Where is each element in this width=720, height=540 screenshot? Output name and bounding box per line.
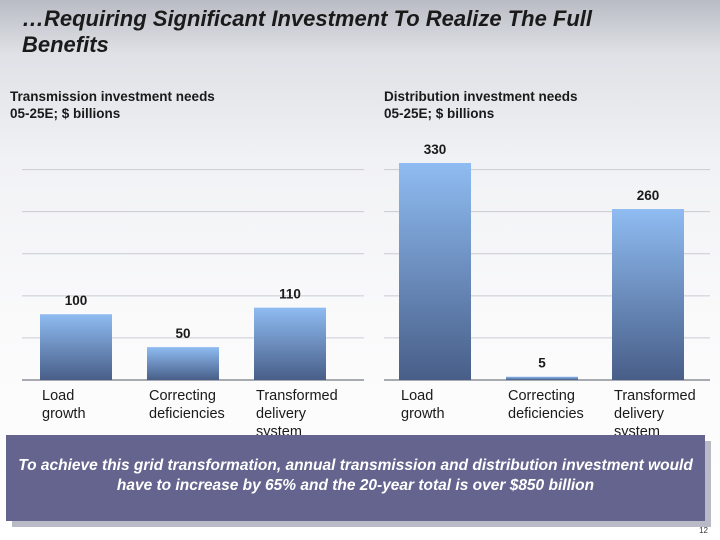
distribution-category-label-line: deficiencies <box>508 406 584 422</box>
transmission-category-label-line: delivery <box>256 406 307 422</box>
distribution-bar <box>506 376 578 380</box>
distribution-bar <box>612 209 684 380</box>
transmission-value-label: 100 <box>65 293 88 308</box>
distribution-category-label-line: Correcting <box>508 388 575 404</box>
transmission-category-label-line: growth <box>42 406 86 422</box>
transmission-value-label: 110 <box>279 287 301 302</box>
distribution-bar <box>399 163 471 380</box>
page-number: 12 <box>699 526 708 535</box>
distribution-category-label: Transformed delivery system <box>614 388 696 440</box>
transmission-category-label-line: Transformed <box>256 388 338 404</box>
transmission-bar <box>147 347 219 380</box>
transmission-category-label: Transformed delivery system <box>256 388 338 440</box>
transmission-category-label: Correcting deficiencies <box>149 388 225 422</box>
transmission-category-label-line: Correcting <box>149 388 216 404</box>
distribution-category-label: Correcting deficiencies <box>508 388 584 422</box>
distribution-category-label-line: growth <box>401 406 445 422</box>
distribution-category-label-line: delivery <box>614 406 665 422</box>
distribution-category-label-line: Load <box>401 388 433 404</box>
transmission-category-label-line: Load <box>42 388 74 404</box>
slide-title: …Requiring Significant Investment To Rea… <box>22 6 593 57</box>
distribution-value-label: 260 <box>637 188 660 203</box>
distribution-value-label: 5 <box>538 356 546 371</box>
distribution-value-label: 330 <box>424 142 447 157</box>
summary-banner: To achieve this grid transformation, ann… <box>6 435 705 521</box>
distribution-category-label-line: Transformed <box>614 388 696 404</box>
transmission-category-label: Load growth <box>42 388 86 422</box>
transmission-category-label-line: deficiencies <box>149 406 225 422</box>
transmission-chart-title: Transmission investment needs 05-25E; $ … <box>10 89 215 121</box>
distribution-category-label: Load growth <box>401 388 445 422</box>
transmission-value-label: 50 <box>175 326 190 341</box>
transmission-bar <box>254 307 326 380</box>
distribution-chart-title: Distribution investment needs 05-25E; $ … <box>384 89 578 121</box>
summary-banner-text: To achieve this grid transformation, ann… <box>18 457 693 494</box>
transmission-bar <box>40 314 112 380</box>
